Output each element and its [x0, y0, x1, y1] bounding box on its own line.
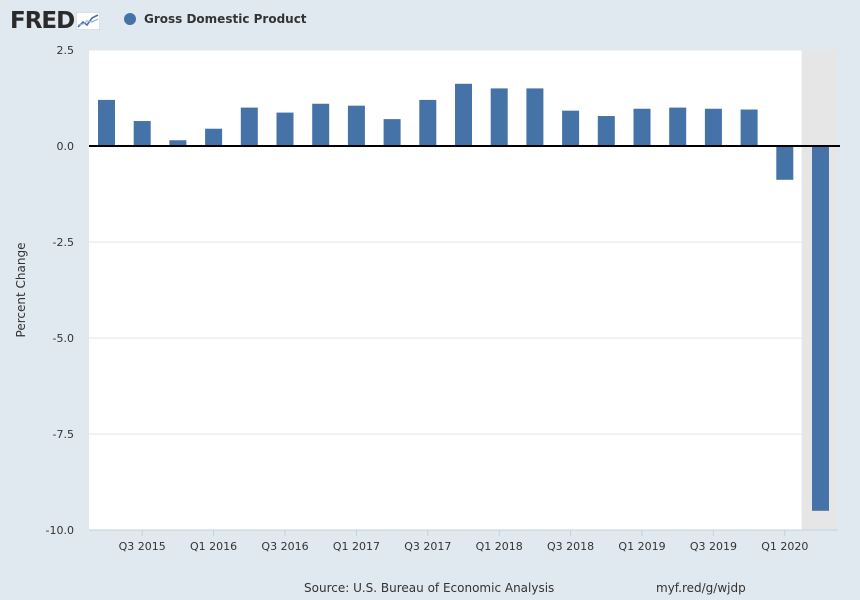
bar — [740, 109, 758, 146]
fred-logo-graph-icon — [76, 12, 101, 30]
bar — [812, 146, 829, 511]
bar — [633, 108, 651, 146]
x-tick-label: Q1 2017 — [333, 540, 380, 553]
bar — [312, 103, 330, 146]
x-tick-label: Q3 2015 — [119, 540, 166, 553]
y-tick-label: 2.5 — [57, 44, 75, 57]
y-tick-label: -5.0 — [53, 332, 74, 345]
x-tick-label: Q3 2016 — [261, 540, 308, 553]
x-tick-label: Q1 2018 — [476, 540, 523, 553]
legend-marker-icon — [124, 13, 136, 25]
legend-label: Gross Domestic Product — [144, 12, 307, 26]
bar — [562, 110, 580, 146]
x-tick-label: Q1 2016 — [190, 540, 237, 553]
bar — [276, 112, 294, 146]
bar — [205, 128, 223, 146]
bar — [669, 107, 687, 146]
footer-url[interactable]: myf.red/g/wjdp — [656, 581, 746, 595]
bar — [347, 105, 365, 146]
footer-source: Source: U.S. Bureau of Economic Analysis — [304, 581, 555, 595]
y-tick-label: -7.5 — [53, 428, 74, 441]
bar — [455, 83, 472, 146]
x-tick-label: Q1 2020 — [761, 540, 808, 553]
bar — [419, 99, 437, 146]
fred-logo-text: FRED — [10, 8, 75, 34]
x-tick-label: Q3 2017 — [404, 540, 451, 553]
bar — [383, 119, 401, 146]
bar — [776, 146, 794, 180]
bar — [526, 88, 544, 146]
y-tick-label: -10.0 — [46, 524, 74, 537]
bar — [490, 88, 508, 146]
x-tick-label: Q1 2019 — [618, 540, 665, 553]
y-axis-label: Percent Change — [14, 243, 28, 338]
bar — [704, 108, 722, 146]
bar — [240, 107, 258, 146]
bar — [133, 121, 151, 146]
x-tick-label: Q3 2018 — [547, 540, 594, 553]
legend: Gross Domestic Product — [124, 12, 307, 26]
y-tick-label: -2.5 — [53, 236, 74, 249]
bar — [98, 99, 115, 146]
fred-logo[interactable]: FRED — [10, 8, 101, 34]
y-tick-label: 0.0 — [57, 140, 75, 153]
bar — [597, 116, 615, 146]
bar — [169, 140, 187, 146]
x-tick-label: Q3 2019 — [690, 540, 737, 553]
